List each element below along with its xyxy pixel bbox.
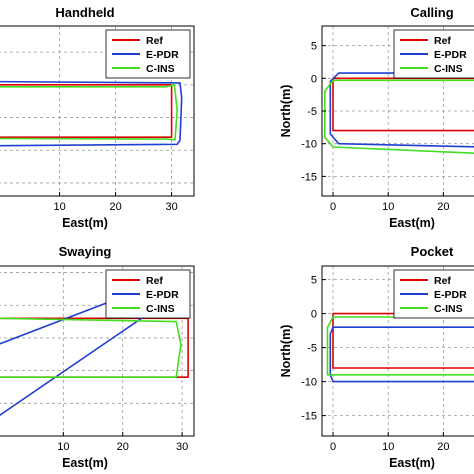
axes-frame [321,265,474,437]
legend-label: Ref [434,35,451,47]
legend: Ref E-PDR C-INS [393,269,474,319]
x-tick-label: 20 [437,441,449,453]
y-tick-label: -15 [301,171,317,183]
panel-handheld: 10 20 30 Handheld East(m) Ref E-PDR C-INS [0,5,195,230]
y-tick-label: -10 [301,139,317,151]
y-tick-label: -15 [301,411,317,423]
series-line-c-ins [0,317,182,379]
series-line-c-ins [323,79,474,154]
panel-swaying: 10 20 30 Swaying East(m) Ref E-PDR C-INS [0,244,195,470]
x-axis-label: East(m) [389,456,435,470]
x-axis-label: East(m) [62,456,108,470]
legend-label: Ref [146,35,163,47]
x-axis-label: East(m) [62,216,108,230]
x-tick-label: 0 [330,441,336,453]
x-tick-label: 20 [437,201,449,213]
y-tick-label: -10 [301,377,317,389]
x-tick-label: 0 [330,201,336,213]
y-tick-label: 5 [311,275,317,287]
legend-label: E-PDR [434,49,467,61]
series-line-c-ins [326,316,474,376]
legend-label: C-INS [146,63,175,75]
series-line-ref [0,84,173,138]
y-tick-label: 5 [311,41,317,53]
series-line-c-ins [0,84,178,141]
legend: Ref E-PDR C-INS [393,29,474,79]
x-tick-label: 10 [382,201,394,213]
x-axis-label: East(m) [389,216,435,230]
x-tick-label: 10 [57,441,69,453]
panel-title: Handheld [55,5,114,20]
x-tick-label: 30 [176,441,188,453]
x-tick-label: 10 [382,441,394,453]
legend-label: C-INS [434,63,463,75]
legend-label: C-INS [146,303,175,315]
x-tick-label: 20 [117,441,129,453]
panel-title: Swaying [59,244,112,259]
y-tick-label: 0 [311,309,317,321]
series-line-e-pdr [329,72,474,148]
legend: Ref E-PDR C-INS [105,29,191,79]
legend-label: C-INS [434,303,463,315]
x-tick-label: 30 [165,201,177,213]
axes-frame [0,265,195,437]
legend-label: Ref [146,275,163,287]
y-axis-label: North(m) [279,325,293,378]
y-tick-label: -5 [307,106,317,118]
panel-pocket: 0 10 20 5 0 -5 -10 -15 Pocket East(m) North(m) Ref E… [279,244,474,470]
y-axis-label: North(m) [279,85,293,138]
panel-title: Calling [410,5,453,20]
x-tick-label: 20 [109,201,121,213]
legend-label: E-PDR [146,49,179,61]
legend: Ref E-PDR C-INS [105,269,191,319]
panel-calling: 0 10 20 5 0 -5 -10 -15 Calling East(m) North(m) Ref… [279,5,474,230]
series-line-e-pdr [0,80,183,147]
legend-label: Ref [434,275,451,287]
axes-frame [0,25,195,197]
panel-title: Pocket [411,244,454,259]
y-tick-label: 0 [311,73,317,85]
x-tick-label: 10 [53,201,65,213]
y-tick-label: -5 [307,343,317,355]
series-line-e-pdr [329,326,474,383]
legend-label: E-PDR [146,289,179,301]
legend-label: E-PDR [434,289,467,301]
